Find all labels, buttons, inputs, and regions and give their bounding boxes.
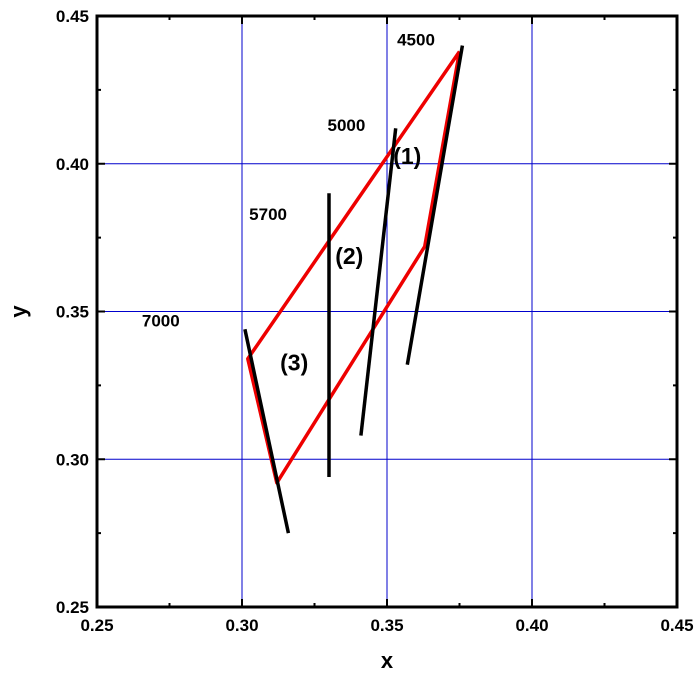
- y-axis-label: y: [6, 305, 31, 318]
- temperature-label: 7000: [142, 311, 180, 330]
- y-tick-label: 0.45: [56, 7, 89, 26]
- y-tick-label: 0.35: [56, 303, 89, 322]
- region-label: (1): [393, 143, 421, 169]
- x-tick-label: 0.45: [660, 616, 693, 635]
- x-tick-label: 0.30: [225, 616, 258, 635]
- temperature-label: 4500: [397, 31, 435, 50]
- isotemperature-line: [407, 46, 462, 365]
- region-label: (3): [280, 350, 308, 376]
- y-tick-label: 0.30: [56, 450, 89, 469]
- annotations: 4500 5000 5700 7000 (1) (2) (3): [142, 31, 435, 376]
- x-tick-label: 0.35: [370, 616, 403, 635]
- region-label: (2): [335, 243, 363, 269]
- isotemperature-line: [361, 128, 396, 435]
- y-tick-label: 0.40: [56, 155, 89, 174]
- grid: [97, 16, 677, 607]
- temperature-label: 5700: [249, 205, 287, 224]
- y-tick-label: 0.25: [56, 598, 89, 617]
- x-axis-label: x: [381, 648, 394, 673]
- x-tick-label: 0.40: [515, 616, 548, 635]
- x-tick-label: 0.25: [80, 616, 113, 635]
- temperature-label: 5000: [327, 116, 365, 135]
